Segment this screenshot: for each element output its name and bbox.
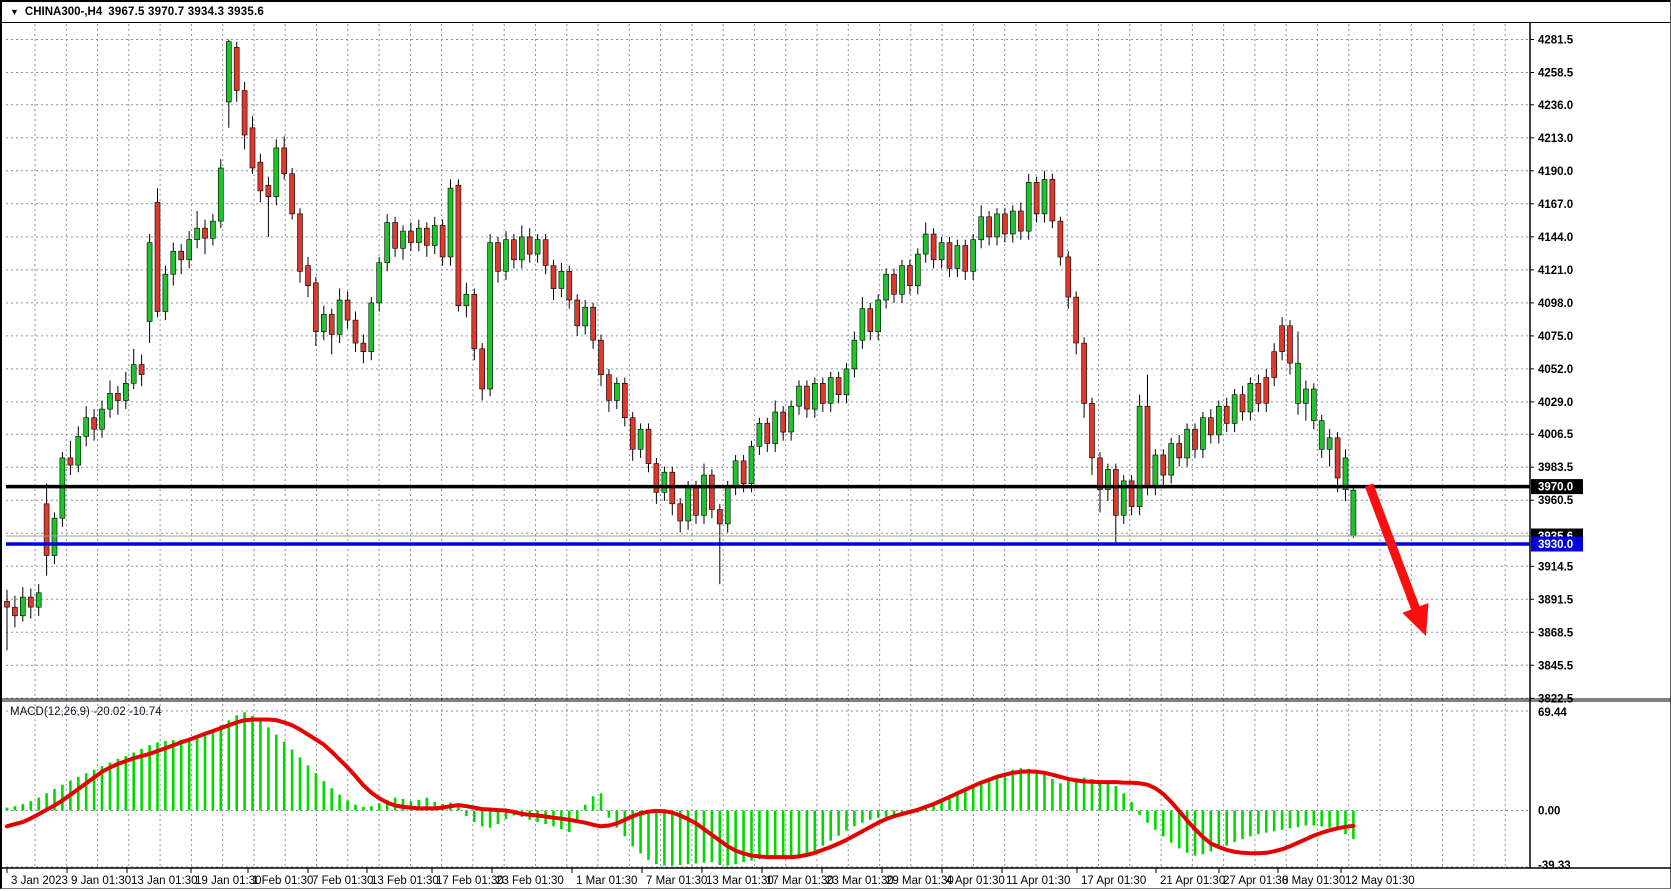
svg-text:3960.5: 3960.5 xyxy=(1538,495,1574,507)
svg-text:4213.0: 4213.0 xyxy=(1538,133,1573,145)
svg-text:69.44: 69.44 xyxy=(1538,707,1567,719)
svg-text:11 Apr 01:30: 11 Apr 01:30 xyxy=(1006,875,1070,887)
svg-text:27 Apr 01:30: 27 Apr 01:30 xyxy=(1223,875,1288,887)
svg-text:29 Mar 01:30: 29 Mar 01:30 xyxy=(886,875,954,887)
svg-text:-39.33: -39.33 xyxy=(1538,860,1571,872)
grid-layer xyxy=(6,24,1530,868)
chart-title-bar: ▼ CHINA300-,H4 3967.5 3970.7 3934.3 3935… xyxy=(2,2,1670,23)
svg-text:4236.0: 4236.0 xyxy=(1538,100,1573,112)
svg-text:4190.0: 4190.0 xyxy=(1538,166,1573,178)
chart-canvas[interactable]: 4281.5 4258.5 4236.0 4213.0 4190.0 4167.0 4144… xyxy=(2,23,1671,891)
svg-text:3822.5: 3822.5 xyxy=(1538,693,1574,705)
svg-text:4144.0: 4144.0 xyxy=(1538,232,1573,244)
svg-text:4075.0: 4075.0 xyxy=(1538,331,1573,343)
svg-text:12 May 01:30: 12 May 01:30 xyxy=(1345,875,1415,887)
svg-text:13 Mar 01:30: 13 Mar 01:30 xyxy=(706,875,774,887)
symbol-timeframe-label: CHINA300-,H4 xyxy=(24,6,103,18)
svg-text:3 Jan 2023: 3 Jan 2023 xyxy=(11,875,68,887)
svg-text:23 Mar 01:30: 23 Mar 01:30 xyxy=(826,875,894,887)
svg-text:13 Jan 01:30: 13 Jan 01:30 xyxy=(131,875,198,887)
svg-text:MACD(12,26,9) -20.02 -10.74: MACD(12,26,9) -20.02 -10.74 xyxy=(10,706,162,718)
svg-text:0.00: 0.00 xyxy=(1538,806,1560,818)
svg-text:23 Feb 01:30: 23 Feb 01:30 xyxy=(496,875,564,887)
svg-text:3891.5: 3891.5 xyxy=(1538,594,1574,606)
trend-arrow-annotation[interactable] xyxy=(1364,483,1429,636)
svg-text:17 Feb 01:30: 17 Feb 01:30 xyxy=(436,875,504,887)
svg-text:4006.5: 4006.5 xyxy=(1538,429,1574,441)
ohlc-values-label: 3967.5 3970.7 3934.3 3935.6 xyxy=(108,6,264,18)
svg-text:17 Mar 01:30: 17 Mar 01:30 xyxy=(766,875,834,887)
svg-text:3983.5: 3983.5 xyxy=(1538,462,1574,474)
svg-text:4281.5: 4281.5 xyxy=(1538,35,1574,47)
svg-text:17 Apr 01:30: 17 Apr 01:30 xyxy=(1081,875,1146,887)
svg-text:3930.0: 3930.0 xyxy=(1538,539,1573,551)
svg-text:9 Jan 01:30: 9 Jan 01:30 xyxy=(71,875,131,887)
candlesticks-layer[interactable] xyxy=(4,39,1357,651)
svg-text:3914.5: 3914.5 xyxy=(1538,561,1574,573)
svg-text:7 Feb 01:30: 7 Feb 01:30 xyxy=(312,875,373,887)
svg-text:3845.5: 3845.5 xyxy=(1538,660,1574,672)
svg-text:3868.5: 3868.5 xyxy=(1538,627,1574,639)
svg-text:4098.0: 4098.0 xyxy=(1538,298,1573,310)
svg-text:21 Apr 01:30: 21 Apr 01:30 xyxy=(1160,875,1225,887)
svg-text:13 Feb 01:30: 13 Feb 01:30 xyxy=(371,875,439,887)
horizontal-level-lines[interactable] xyxy=(6,484,1530,546)
chevron-down-icon[interactable]: ▼ xyxy=(10,6,19,17)
pane-frame-lines xyxy=(2,23,1671,869)
svg-text:7 Mar 01:30: 7 Mar 01:30 xyxy=(646,875,707,887)
svg-text:8 May 01:30: 8 May 01:30 xyxy=(1282,875,1345,887)
axis-labels-layer[interactable]: 4281.5 4258.5 4236.0 4213.0 4190.0 4167.0 4144… xyxy=(6,35,1583,888)
svg-text:4258.5: 4258.5 xyxy=(1538,68,1574,80)
svg-text:1 Feb 01:30: 1 Feb 01:30 xyxy=(252,875,313,887)
svg-text:4121.0: 4121.0 xyxy=(1538,265,1573,277)
svg-text:3970.0: 3970.0 xyxy=(1538,482,1573,494)
svg-text:4052.0: 4052.0 xyxy=(1538,364,1573,376)
svg-text:4167.0: 4167.0 xyxy=(1538,199,1573,211)
svg-text:19 Jan 01:30: 19 Jan 01:30 xyxy=(195,875,262,887)
svg-text:4 Apr 01:30: 4 Apr 01:30 xyxy=(946,875,1005,887)
svg-text:1 Mar 01:30: 1 Mar 01:30 xyxy=(576,875,637,887)
svg-text:4029.0: 4029.0 xyxy=(1538,397,1573,409)
macd-indicator-layer[interactable] xyxy=(5,712,1356,866)
